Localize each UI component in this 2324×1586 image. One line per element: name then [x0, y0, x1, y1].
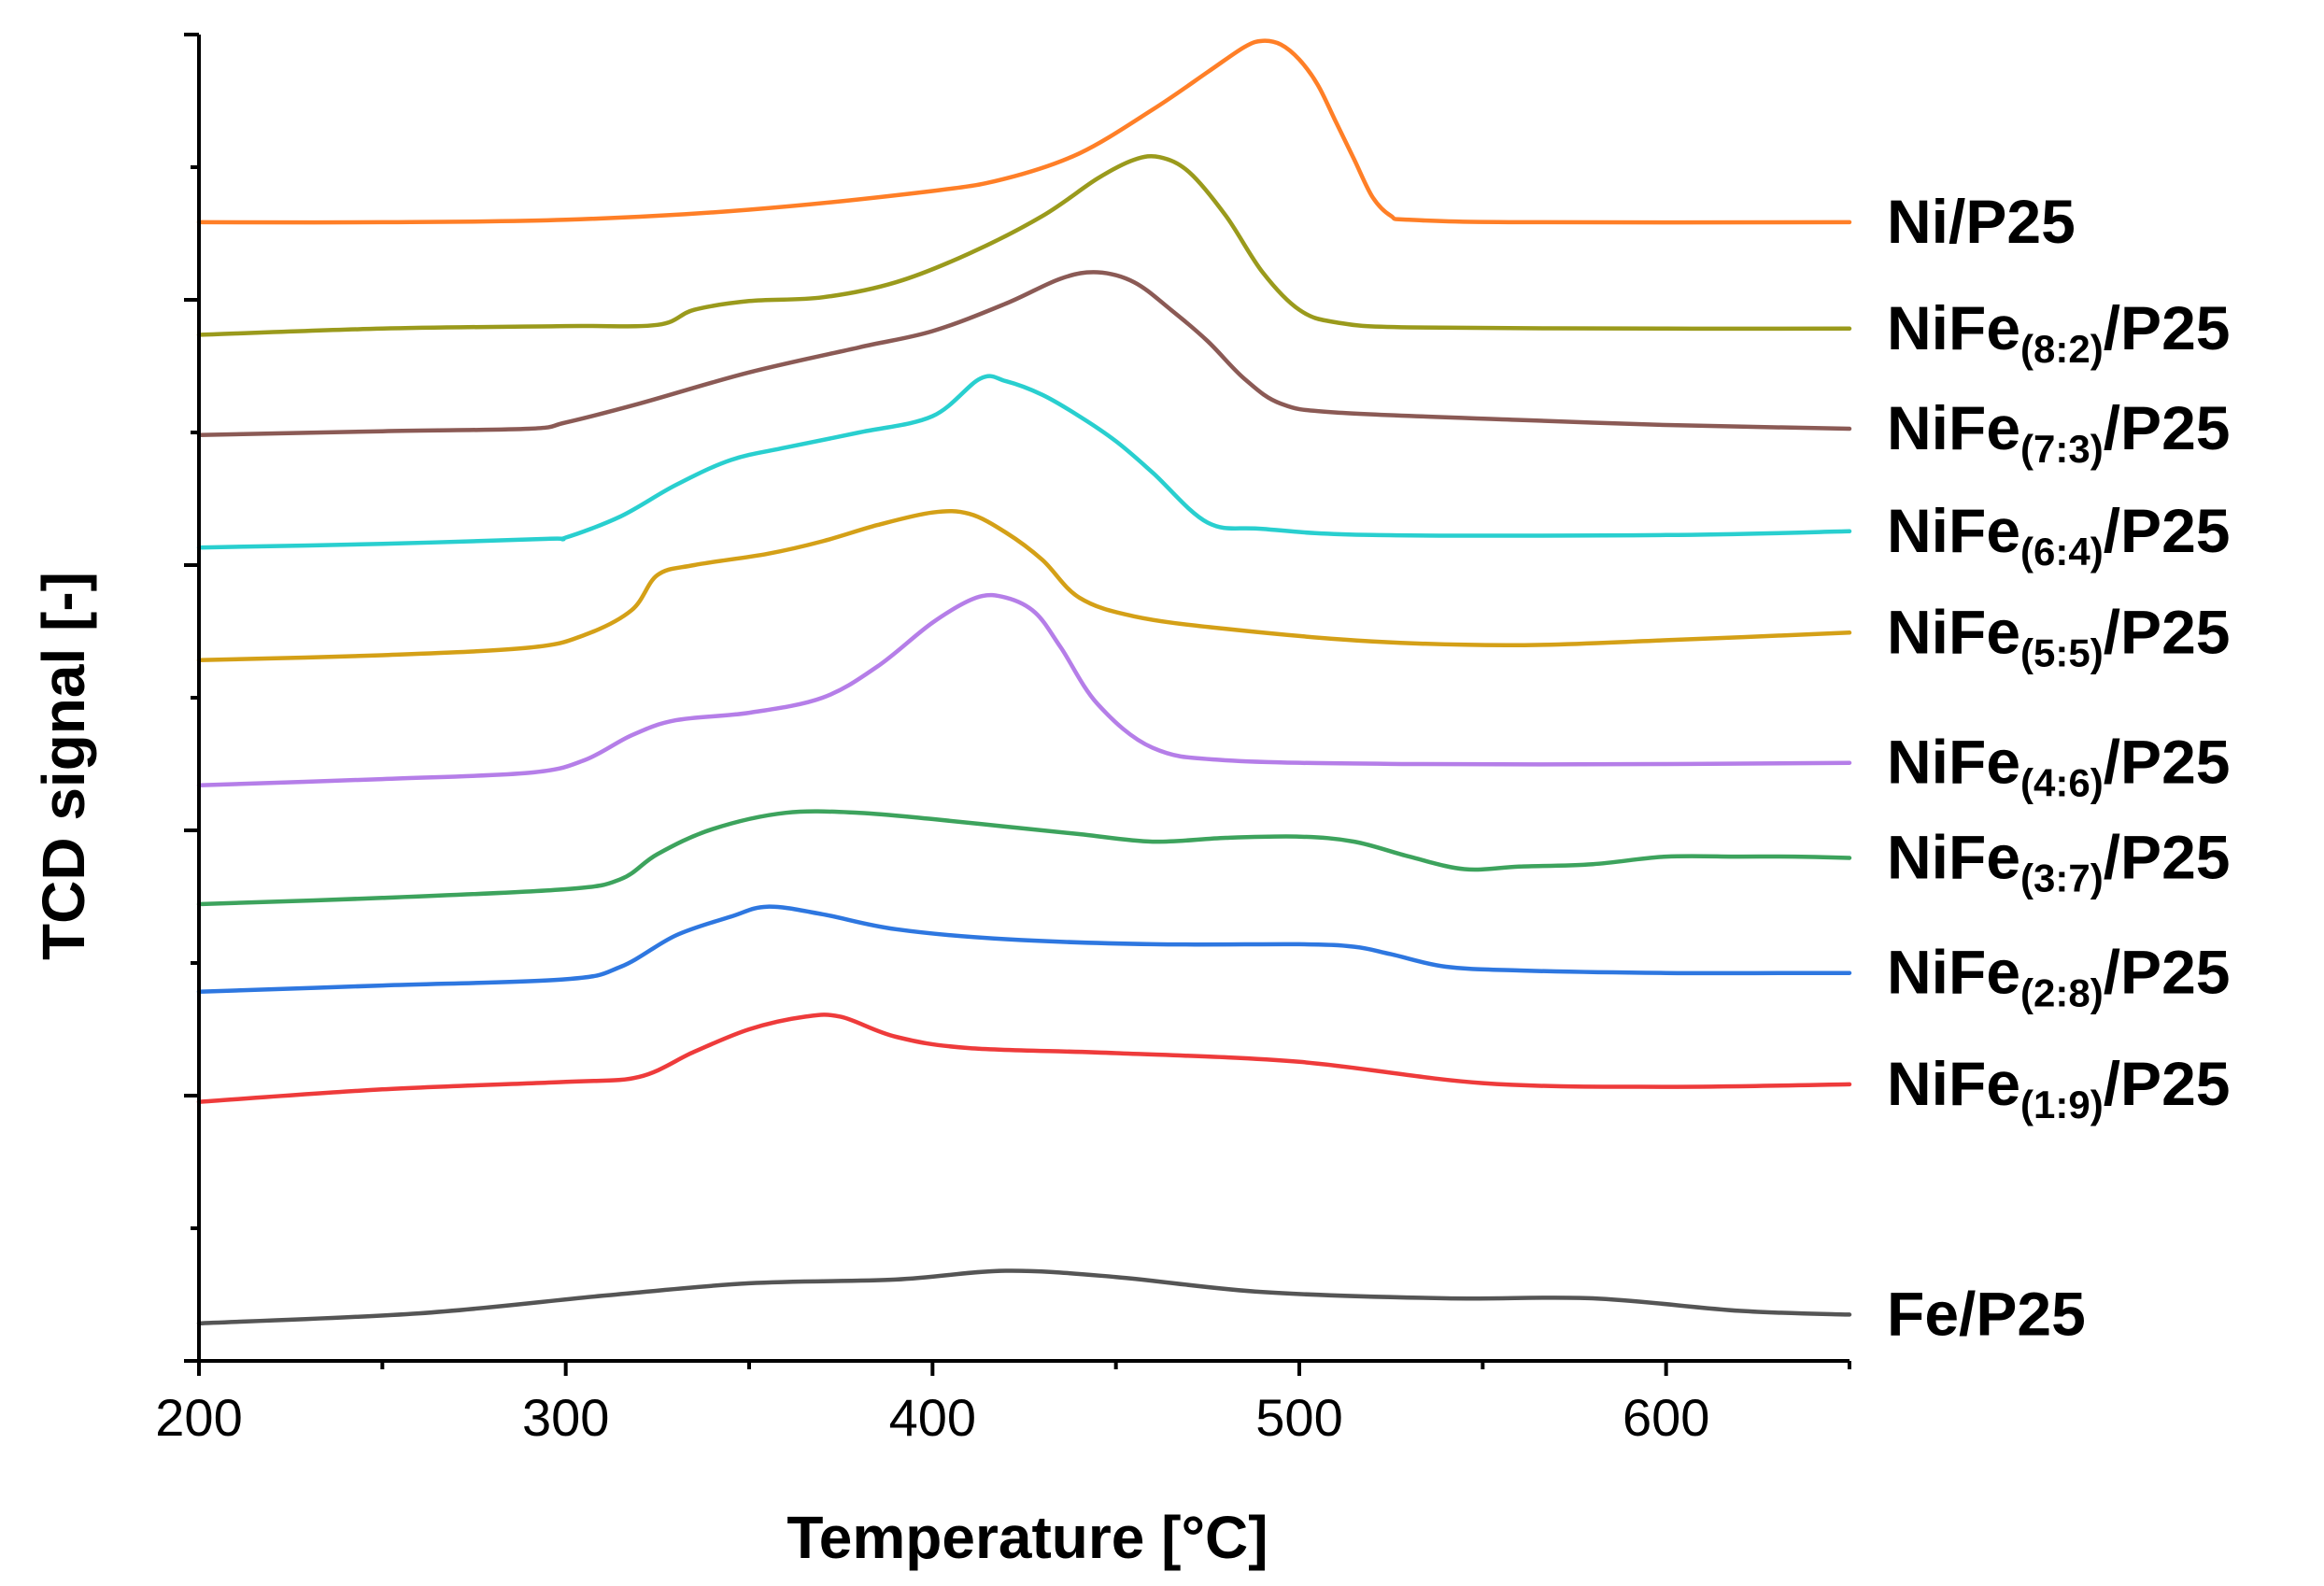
- series-line: [196, 1268, 1852, 1326]
- series-label: NiFe(3:7)/P25: [1887, 822, 2231, 899]
- series-label-tail: /P25: [2104, 597, 2231, 666]
- series-label: NiFe(5:5)/P25: [1887, 597, 2231, 674]
- series-line: [196, 1012, 1852, 1104]
- series-line: [196, 809, 1852, 907]
- series-label-sub: (3:7): [2020, 856, 2104, 899]
- series-label-main: NiFe: [1887, 938, 2020, 1007]
- series-label-main: NiFe: [1887, 822, 2020, 891]
- x-tick-label: 200: [155, 1388, 242, 1447]
- series-line: [196, 374, 1852, 550]
- series-label-tail: /P25: [2104, 822, 2231, 891]
- x-axis-title: Temperature [°C]: [786, 1504, 1268, 1571]
- series-line: [196, 38, 1852, 225]
- series-label-main: NiFe: [1887, 293, 2020, 362]
- series-label-tail: /P25: [2104, 393, 2231, 462]
- series-label-tail: /P25: [2104, 1049, 2231, 1118]
- x-tick-label: 600: [1623, 1388, 1709, 1447]
- y-axis-title: TCD signal [-]: [30, 572, 97, 960]
- series-label: NiFe(4:6)/P25: [1887, 728, 2231, 805]
- x-tick-label: 300: [522, 1388, 609, 1447]
- series-label-main: NiFe: [1887, 597, 2020, 666]
- series-label: NiFe(2:8)/P25: [1887, 938, 2231, 1015]
- plot-lines: [196, 38, 1852, 1326]
- series-line: [196, 904, 1852, 995]
- series-label: NiFe(8:2)/P25: [1887, 293, 2231, 371]
- x-tick-label: 400: [889, 1388, 976, 1447]
- x-ticks: 200 300 400 500 600: [155, 1361, 1851, 1447]
- series-label-sub: (7:3): [2020, 427, 2104, 471]
- y-ticks: [184, 33, 199, 1363]
- series-line: [196, 270, 1852, 437]
- series-label-tail: /P25: [2104, 496, 2231, 565]
- series-label: Fe/P25: [1887, 1279, 2086, 1348]
- series-line: [196, 592, 1852, 788]
- series-label-main: NiFe: [1887, 1049, 2020, 1118]
- series-line: [196, 509, 1852, 663]
- series-labels: Ni/P25NiFe(8:2)/P25NiFe(7:3)/P25NiFe(6:4…: [1887, 187, 2231, 1348]
- x-tick-label: 500: [1255, 1388, 1342, 1447]
- series-line: [196, 153, 1852, 337]
- axes: [197, 35, 1849, 1363]
- series-label-main: Ni/P25: [1887, 187, 2076, 256]
- series-label-tail: /P25: [2104, 938, 2231, 1007]
- series-label-main: Fe/P25: [1887, 1279, 2086, 1348]
- series-label: Ni/P25: [1887, 187, 2076, 256]
- series-label-tail: /P25: [2104, 293, 2231, 362]
- series-label-tail: /P25: [2104, 728, 2231, 797]
- series-label-main: NiFe: [1887, 393, 2020, 462]
- series-label-sub: (4:6): [2020, 761, 2104, 805]
- series-label-sub: (6:4): [2020, 530, 2104, 574]
- series-label-sub: (1:9): [2020, 1083, 2104, 1126]
- series-label-main: NiFe: [1887, 728, 2020, 797]
- series-label: NiFe(7:3)/P25: [1887, 393, 2231, 471]
- series-label-sub: (5:5): [2020, 630, 2104, 674]
- series-label: NiFe(6:4)/P25: [1887, 496, 2231, 574]
- series-label-sub: (8:2): [2020, 327, 2104, 371]
- series-label-main: NiFe: [1887, 496, 2020, 565]
- series-label: NiFe(1:9)/P25: [1887, 1049, 2231, 1126]
- series-label-sub: (2:8): [2020, 971, 2104, 1015]
